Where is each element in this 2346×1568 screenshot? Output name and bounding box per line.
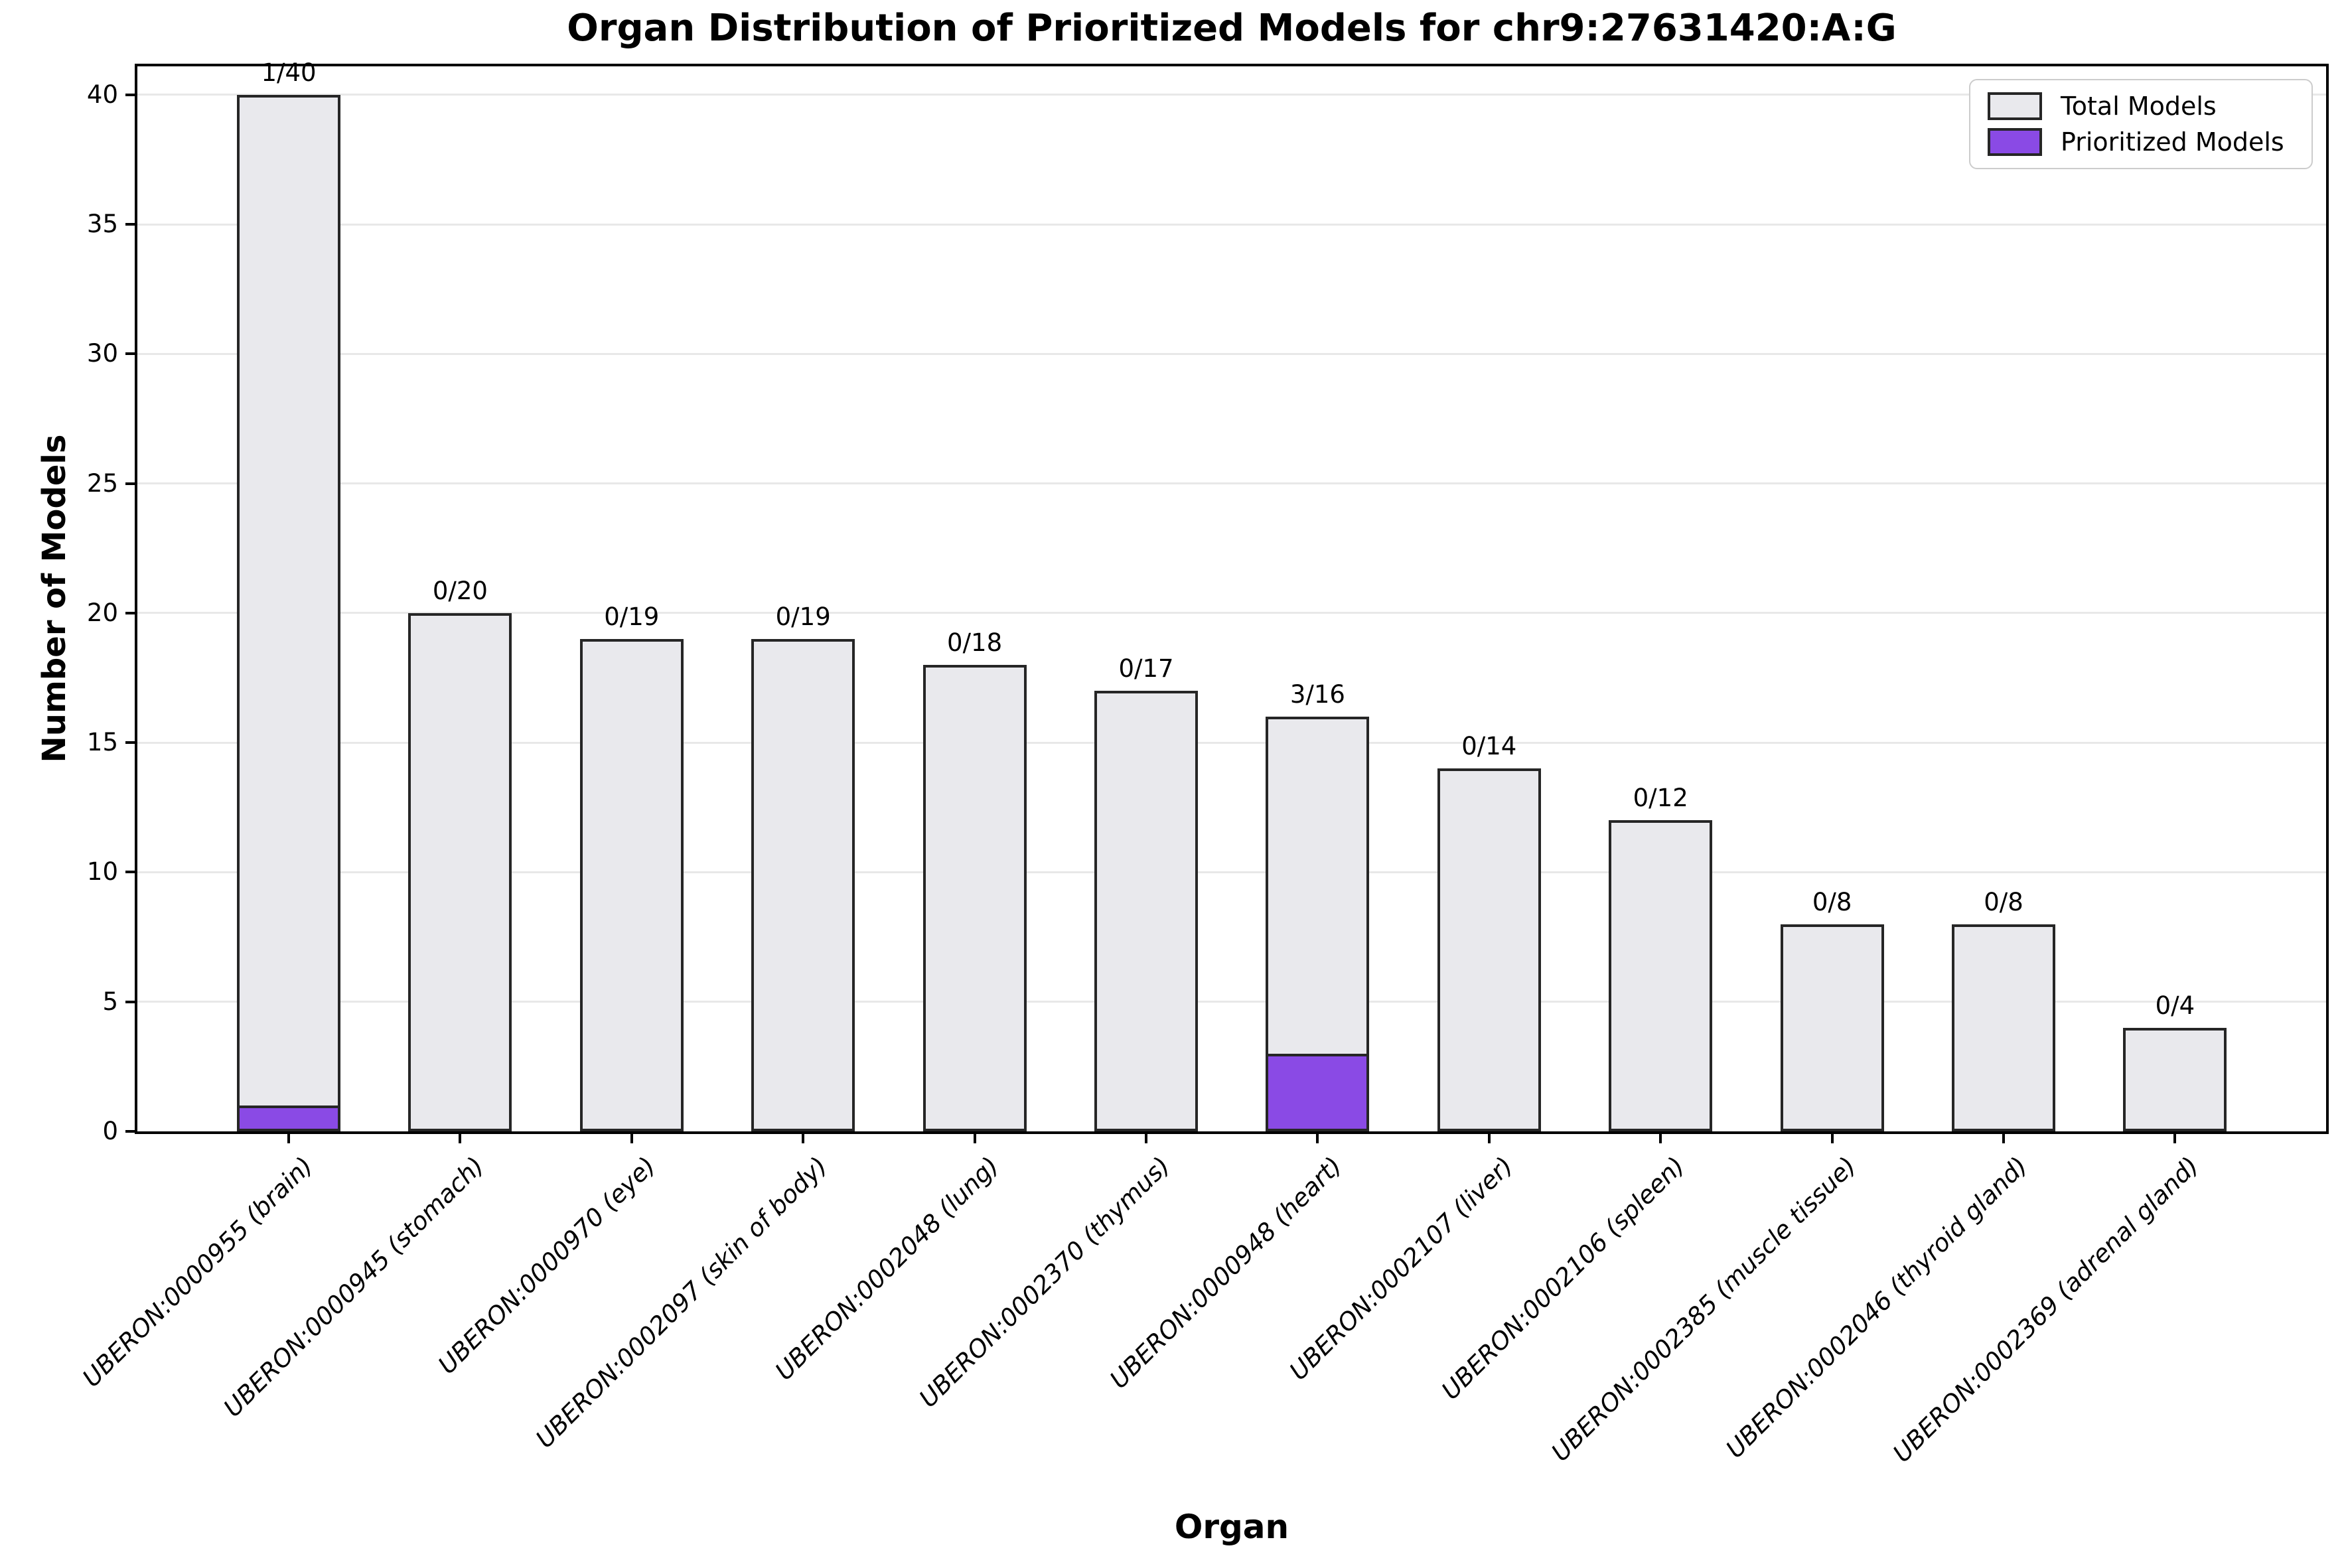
bar-value-label: 0/8: [1812, 887, 1852, 916]
gridline: [137, 482, 2326, 485]
bar-value-label: 0/14: [1461, 732, 1517, 761]
x-tick-mark: [287, 1131, 290, 1143]
gridline: [137, 352, 2326, 355]
bar-total: [1780, 924, 1884, 1131]
x-tick-mark: [1145, 1131, 1147, 1143]
bar-value-label: 3/16: [1289, 680, 1345, 709]
x-tick-label: UBERON:0002385 (muscle tissue): [1546, 1151, 1862, 1467]
bar-value-label: 0/18: [947, 628, 1003, 658]
y-tick-mark: [125, 611, 137, 614]
gridline: [137, 612, 2326, 614]
x-tick-mark: [973, 1131, 976, 1143]
y-tick-mark: [125, 223, 137, 226]
gridline: [137, 94, 2326, 96]
y-tick-label: 25: [86, 468, 118, 498]
bar-total: [2123, 1027, 2227, 1131]
y-tick-mark: [125, 352, 137, 356]
bar-total: [237, 94, 340, 1131]
total-models-swatch-icon: [1988, 92, 2042, 120]
x-tick-mark: [630, 1131, 633, 1143]
legend-item-prioritized-models: Prioritized Models: [1970, 127, 2311, 157]
y-tick-label: 10: [86, 857, 118, 887]
x-tick-label: UBERON:0002097 (skin of body): [530, 1151, 833, 1454]
x-tick-label: UBERON:0002046 (thyroid gland): [1720, 1151, 2033, 1464]
x-tick-mark: [802, 1131, 805, 1143]
bar-total: [1437, 768, 1541, 1131]
y-tick-label: 20: [86, 598, 118, 627]
chart-title: Organ Distribution of Prioritized Models…: [567, 7, 1897, 50]
gridline: [137, 871, 2326, 873]
x-axis-title: Organ: [1174, 1508, 1289, 1546]
bar-value-label: 0/8: [1984, 887, 2023, 916]
bar-value-label: 0/20: [432, 576, 488, 605]
x-tick-mark: [1659, 1131, 1662, 1143]
bar-value-label: 0/19: [775, 603, 831, 632]
bar-prioritized: [1266, 1053, 1370, 1131]
bar-prioritized: [237, 1105, 340, 1131]
y-tick-mark: [125, 482, 137, 485]
x-tick-mark: [2173, 1131, 2177, 1143]
gridline: [137, 223, 2326, 226]
gridline: [137, 741, 2326, 744]
x-tick-mark: [459, 1131, 462, 1143]
bar-value-label: 0/19: [604, 603, 660, 632]
bar-value-label: 0/12: [1633, 784, 1688, 813]
x-tick-mark: [1830, 1131, 1834, 1143]
y-tick-label: 30: [86, 339, 118, 368]
y-tick-label: 15: [86, 728, 118, 757]
y-tick-mark: [125, 741, 137, 745]
legend-item-total-models: Total Models: [1970, 92, 2311, 121]
y-tick-mark: [125, 871, 137, 874]
y-tick-mark: [125, 1000, 137, 1003]
bar-value-label: 0/4: [2155, 991, 2195, 1020]
x-tick-label: UBERON:0002369 (adrenal gland): [1887, 1151, 2205, 1468]
bar-total: [408, 612, 512, 1131]
bar-total: [1952, 924, 2055, 1131]
plot-area: 1/40 0/20 0/19 0/19 0/18 0/17 3/16 0/14 0/12 0/8 0…: [135, 58, 2329, 1134]
bar-value-label: 0/17: [1118, 654, 1174, 683]
y-tick-label: 35: [86, 210, 118, 239]
prioritized-models-swatch-icon: [1988, 128, 2042, 157]
legend: Total Models Prioritized Models: [1969, 79, 2313, 169]
x-tick-mark: [1487, 1131, 1491, 1143]
y-tick-label: 40: [86, 80, 118, 109]
bar-total: [1094, 691, 1198, 1131]
bar-total: [579, 639, 684, 1131]
legend-label-prioritized-models: Prioritized Models: [2061, 127, 2284, 157]
y-tick-mark: [125, 1130, 137, 1133]
legend-label-total-models: Total Models: [2061, 91, 2217, 121]
bar-total: [751, 639, 855, 1131]
bar-value-label: 1/40: [261, 58, 317, 87]
gridline: [137, 1001, 2326, 1003]
y-tick-mark: [125, 93, 137, 96]
bar-total: [1609, 820, 1713, 1131]
x-tick-mark: [1316, 1131, 1319, 1143]
bar-total: [922, 665, 1027, 1131]
x-tick-mark: [2002, 1131, 2005, 1143]
y-tick-label: 5: [102, 987, 118, 1016]
y-tick-label: 0: [102, 1117, 118, 1145]
